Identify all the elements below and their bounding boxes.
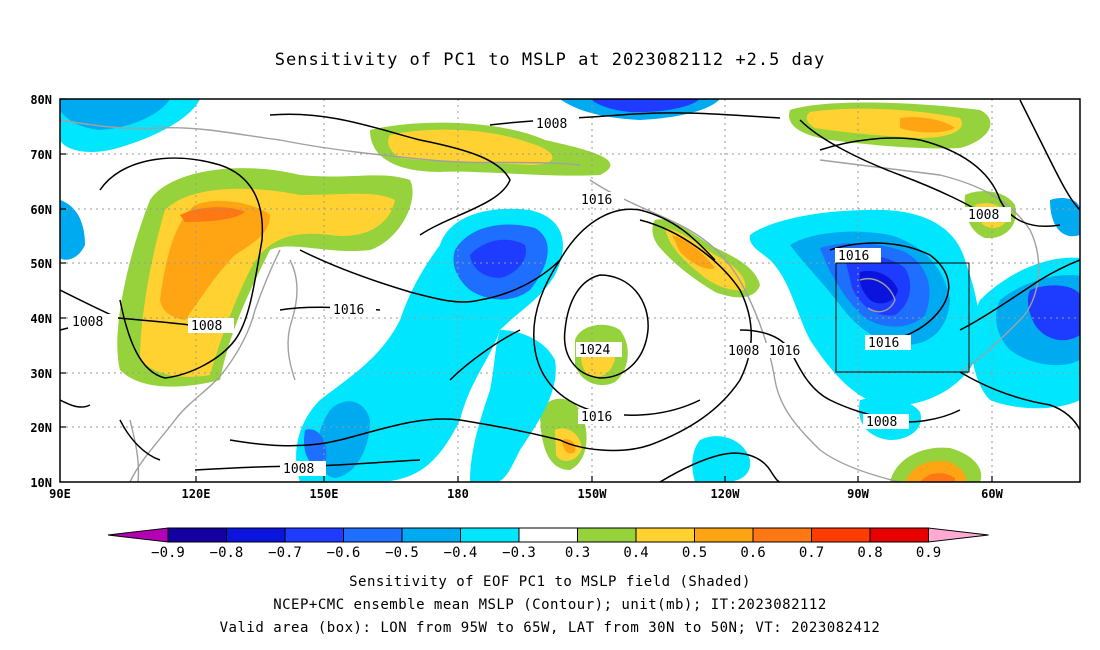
lat-label: 10N bbox=[30, 476, 52, 490]
colorbar-label: −0.8 bbox=[210, 545, 244, 561]
colorbar-swatch bbox=[811, 527, 871, 543]
colorbar-label: −0.4 bbox=[444, 545, 478, 561]
contour-label: 1024 bbox=[579, 343, 610, 358]
colorbar-swatch bbox=[518, 527, 578, 543]
valid-area-box bbox=[835, 262, 970, 373]
colorbar-swatch bbox=[460, 527, 520, 543]
lon-label: 90W bbox=[847, 487, 869, 501]
lon-label: 120W bbox=[711, 487, 741, 501]
contour-labels: 1008 1016 1016 1008 1008 1024 1016 1008 … bbox=[68, 116, 1011, 477]
map-frame bbox=[59, 98, 1081, 483]
contour-label: 1016 bbox=[868, 336, 899, 351]
contour-label: 1008 bbox=[968, 208, 999, 223]
colorbar-swatch bbox=[226, 527, 286, 543]
colorbar-label: 0.5 bbox=[682, 545, 707, 561]
coastlines bbox=[60, 119, 1040, 482]
contour-label: 1016 bbox=[581, 193, 612, 208]
contour-label: 1008 bbox=[283, 462, 314, 477]
lat-label: 30N bbox=[30, 367, 52, 381]
contour-label: 1008 bbox=[72, 315, 103, 330]
lon-label: 90E bbox=[49, 487, 71, 501]
contour-label: 1016 bbox=[838, 249, 869, 264]
contour-label: 1016 bbox=[581, 410, 612, 425]
colorbar-label: −0.5 bbox=[385, 545, 419, 561]
colorbar-swatch bbox=[694, 527, 754, 543]
shaded-field bbox=[60, 99, 1080, 482]
colorbar-label: 0.9 bbox=[916, 545, 941, 561]
lat-label: 70N bbox=[30, 148, 52, 162]
colorbar-swatch bbox=[869, 527, 929, 543]
contour-label: 1008 bbox=[728, 344, 759, 359]
lon-label: 60W bbox=[981, 487, 1003, 501]
colorbar-label: 0.4 bbox=[623, 545, 648, 561]
contour-label: 1016 bbox=[333, 303, 364, 318]
caption-shaded: Sensitivity of EOF PC1 to MSLP field (Sh… bbox=[349, 574, 751, 590]
colorbar-label: 0.8 bbox=[857, 545, 882, 561]
colorbar-low-arrow bbox=[107, 527, 169, 543]
map-title: Sensitivity of PC1 to MSLP at 2023082112… bbox=[274, 50, 826, 70]
colorbar-swatch bbox=[167, 527, 227, 543]
colorbar-swatch bbox=[401, 527, 461, 543]
contour-label: 1008 bbox=[191, 319, 222, 334]
caption-contour: NCEP+CMC ensemble mean MSLP (Contour); u… bbox=[273, 597, 827, 613]
lon-label: 120E bbox=[182, 487, 211, 501]
lat-label: 40N bbox=[30, 312, 52, 326]
colorbar-label: 0.3 bbox=[565, 545, 590, 561]
colorbar-label: 0.7 bbox=[799, 545, 824, 561]
contour-label: 1016 bbox=[769, 344, 800, 359]
contour-label: 1008 bbox=[536, 117, 567, 132]
lat-label: 60N bbox=[30, 203, 52, 217]
longitude-labels: 90E 120E 150E 180 150W 120W 90W 60W bbox=[49, 487, 1003, 501]
colorbar-label: 0.6 bbox=[740, 545, 765, 561]
colorbar-label: −0.6 bbox=[327, 545, 361, 561]
latitude-labels: 80N 70N 60N 50N 40N 30N 20N 10N bbox=[30, 93, 52, 490]
colorbar-swatch bbox=[577, 527, 637, 543]
axis-ticks bbox=[60, 98, 993, 482]
colorbar-label: −0.7 bbox=[268, 545, 302, 561]
caption-valid-area: Valid area (box): LON from 95W to 65W, L… bbox=[219, 620, 881, 636]
lat-label: 50N bbox=[30, 257, 52, 271]
colorbar-swatch bbox=[635, 527, 695, 543]
colorbar-label: −0.3 bbox=[502, 545, 536, 561]
contour-label: 1008 bbox=[866, 415, 897, 430]
colorbar: −0.9 −0.8 −0.7 −0.6 −0.5 −0.4 −0.3 0.3 0.4 0.5 0.6… bbox=[107, 527, 989, 561]
colorbar-high-arrow bbox=[928, 527, 989, 543]
lon-label: 150W bbox=[578, 487, 608, 501]
lon-label: 180 bbox=[447, 487, 469, 501]
lon-label: 150E bbox=[310, 487, 339, 501]
colorbar-swatch bbox=[343, 527, 403, 543]
colorbar-label: −0.9 bbox=[151, 545, 185, 561]
lat-label: 80N bbox=[30, 93, 52, 107]
lat-label: 20N bbox=[30, 421, 52, 435]
colorbar-swatch bbox=[752, 527, 812, 543]
colorbar-swatch bbox=[284, 527, 344, 543]
